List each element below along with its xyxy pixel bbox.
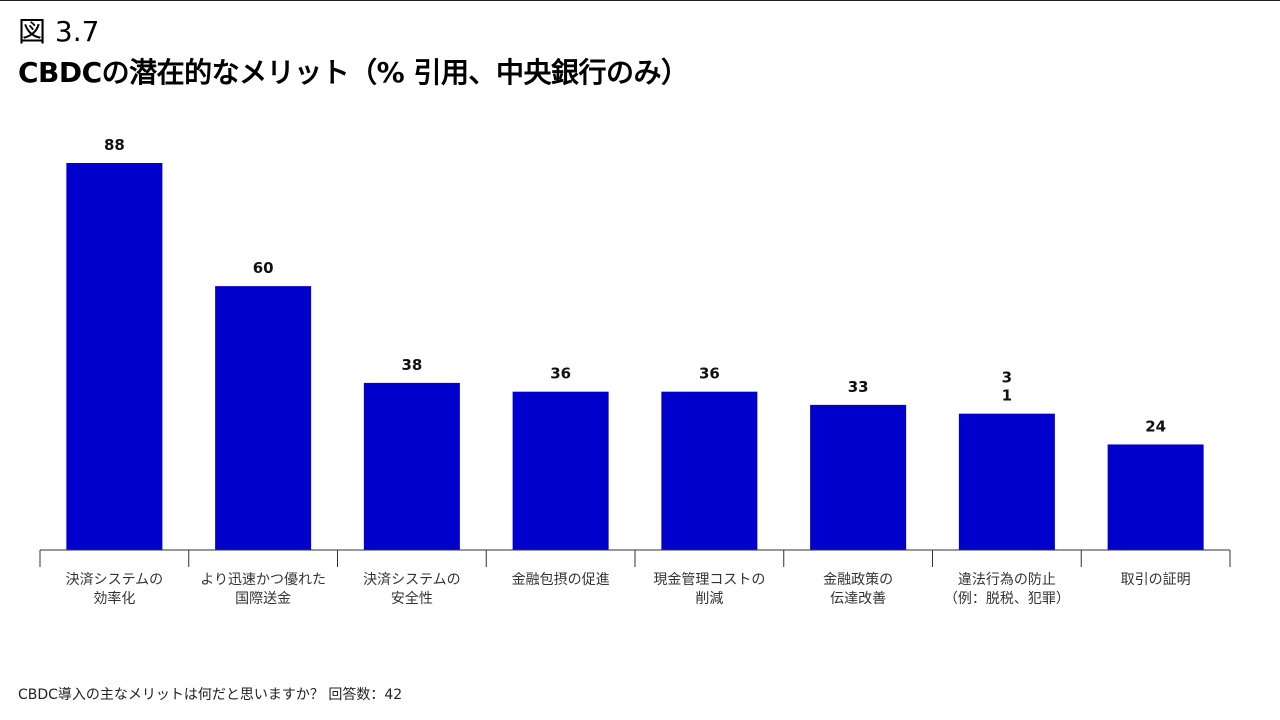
category-label: 金融包摂の促進 bbox=[512, 572, 610, 588]
bar bbox=[512, 391, 609, 550]
bar-value-label: 88 bbox=[104, 136, 125, 154]
category-label: 効率化 bbox=[93, 590, 135, 607]
figure-label: 図 3.7 bbox=[18, 15, 100, 48]
category-label: （例：脱税、犯罪） bbox=[944, 591, 1070, 607]
category-label: 安全性 bbox=[391, 590, 433, 607]
category-label: 削減 bbox=[695, 590, 723, 607]
bar bbox=[810, 404, 907, 550]
bar-value-label: 38 bbox=[401, 356, 422, 374]
bar-value-label: 24 bbox=[1145, 417, 1166, 435]
bar bbox=[66, 163, 163, 550]
top-rule bbox=[0, 0, 1280, 1]
bar bbox=[958, 413, 1055, 550]
bar bbox=[1107, 444, 1204, 550]
category-label: 決済システムの bbox=[66, 572, 164, 588]
bar-value-label: 1 bbox=[1002, 387, 1012, 405]
bar-chart: 88 60 38 36 36 33 3 1 24 決済システムの 効率化 より迅速かつ優れた 国際送金決… bbox=[0, 120, 1280, 620]
bar bbox=[363, 382, 460, 550]
bar bbox=[661, 391, 758, 550]
footnote: CBDC導入の主なメリットは何だと思いますか？ 回答数：42 bbox=[18, 687, 403, 703]
bar-value-label: 36 bbox=[550, 365, 571, 383]
bar-value-label: 60 bbox=[253, 259, 274, 277]
category-label: 取引の証明 bbox=[1121, 572, 1191, 588]
bar-value-label: 33 bbox=[848, 378, 869, 396]
category-label: 決済システムの bbox=[363, 572, 461, 588]
category-label: 違法行為の防止 bbox=[958, 572, 1056, 588]
bar bbox=[215, 286, 312, 550]
bar-value-label: 36 bbox=[699, 365, 720, 383]
category-label: より迅速かつ優れた bbox=[200, 572, 326, 588]
category-label: 金融政策の bbox=[823, 571, 893, 588]
bar-value-label: 3 bbox=[1002, 369, 1012, 387]
category-label: 伝達改善 bbox=[830, 591, 886, 607]
category-label: 国際送金 bbox=[235, 591, 291, 607]
category-label: 現金管理コストの bbox=[653, 572, 765, 588]
chart-title: CBDCの潜在的なメリット（% 引用、中央銀行のみ） bbox=[18, 56, 689, 89]
